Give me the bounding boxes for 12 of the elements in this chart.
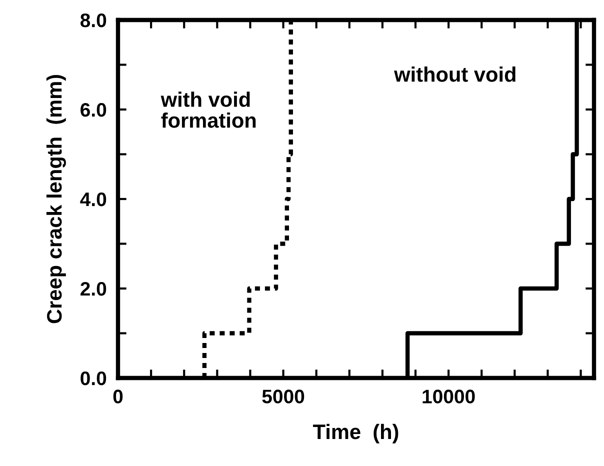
annotation: with void formation (160, 92, 256, 128)
x-axis-title: Time (h) (313, 424, 398, 444)
x-tick-label: 0 (113, 390, 123, 404)
y-tick-label: 6.0 (80, 102, 106, 117)
y-tick-label: 0.0 (80, 371, 106, 386)
x-tick-label: 10000 (422, 390, 475, 404)
x-tick-label: 5000 (262, 390, 304, 404)
y-tick-label: 8.0 (80, 13, 106, 28)
annotation: without void (394, 66, 516, 82)
y-axis-title: Creep crack length (mm) (46, 74, 66, 324)
y-tick-label: 4.0 (80, 192, 106, 206)
y-tick-label: 2.0 (80, 282, 106, 296)
